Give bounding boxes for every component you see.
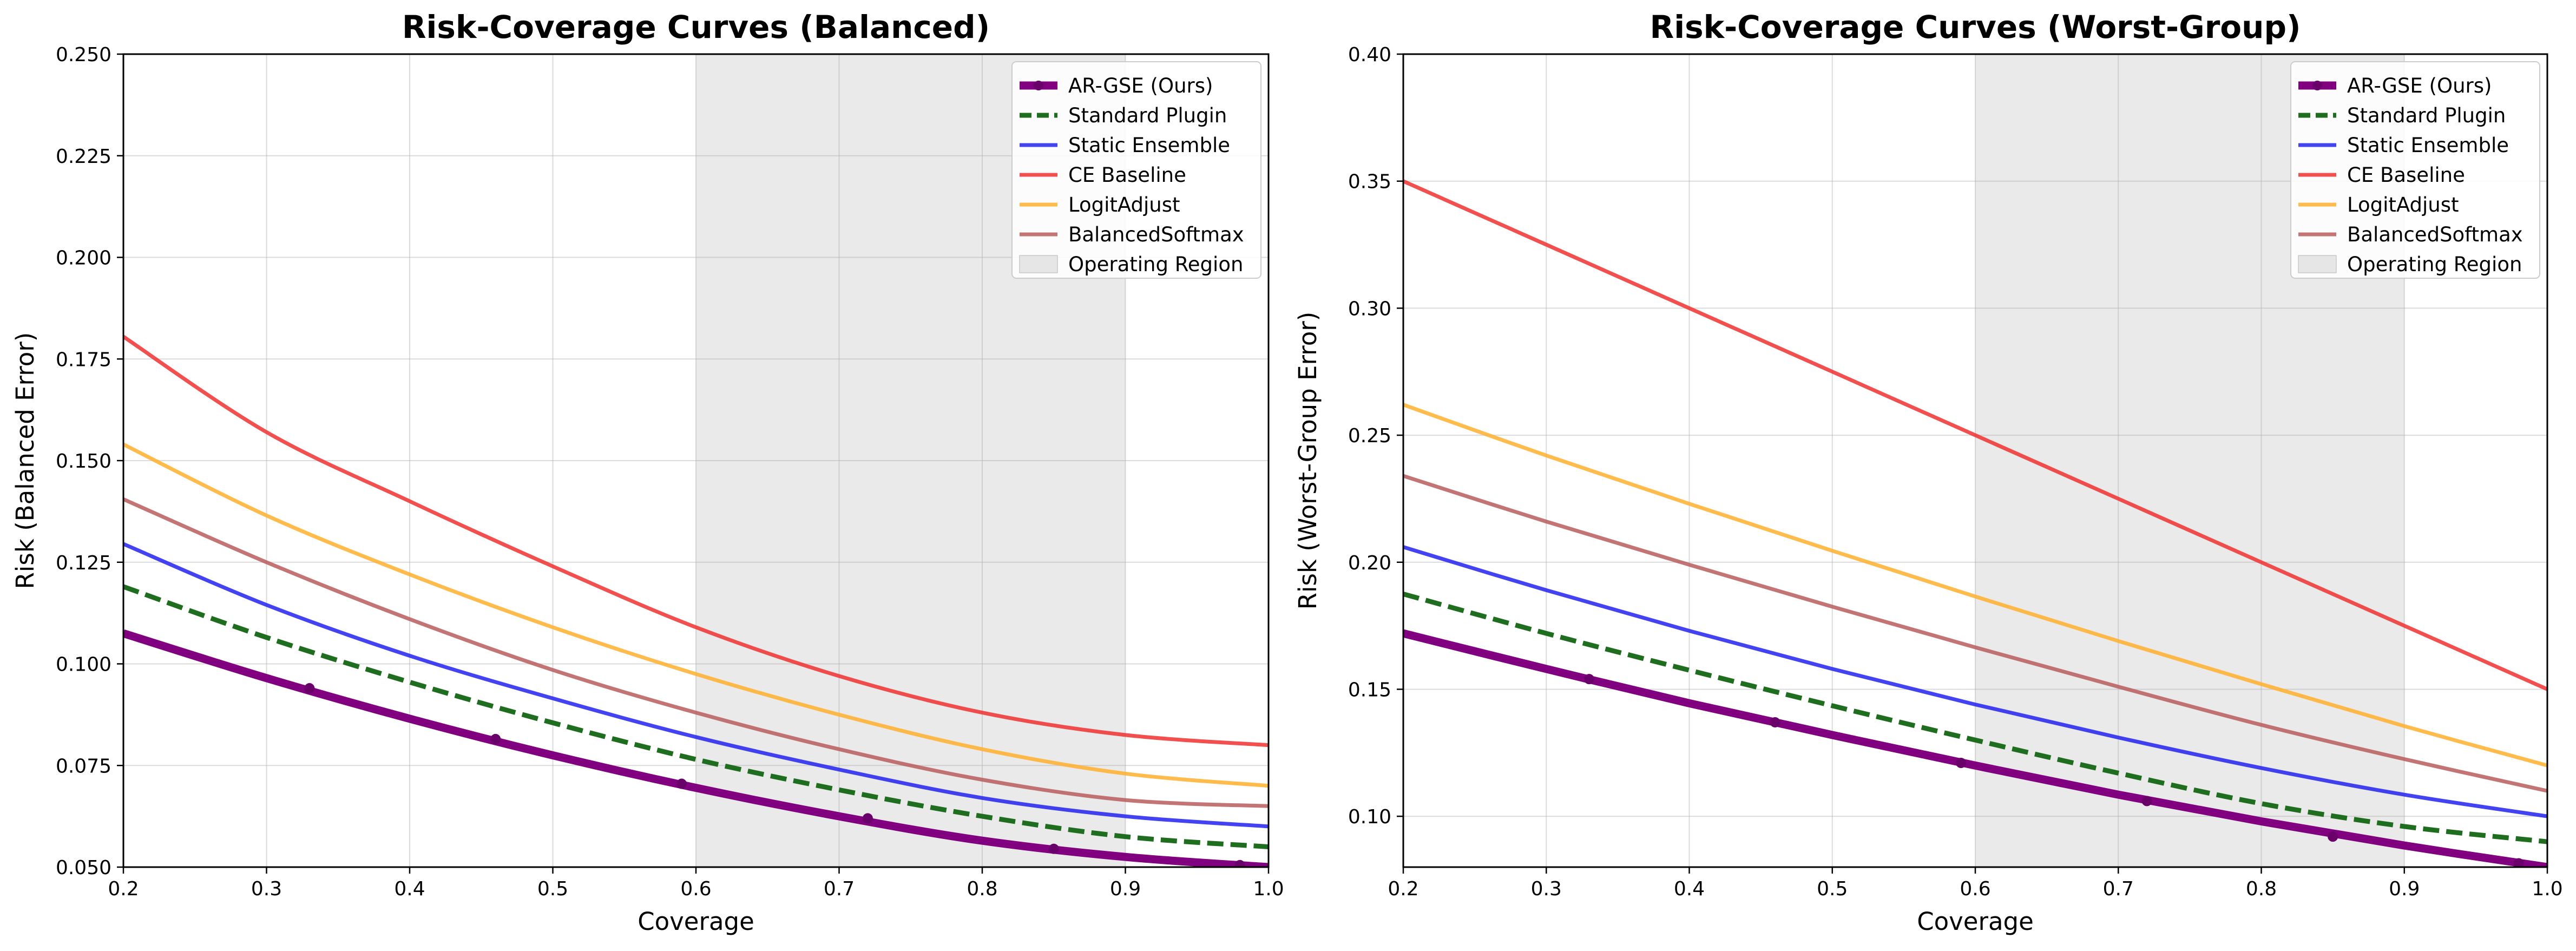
right-marker-ar-gse-ours — [1584, 674, 1595, 685]
right-x-tick-label: 0.9 — [2389, 878, 2420, 900]
right-x-tick-label: 0.8 — [2246, 878, 2277, 900]
right-y-tick-label: 0.25 — [1348, 425, 1391, 447]
right-legend-box — [2290, 61, 2540, 279]
right-chart-panel: Risk-Coverage Curves (Worst-Group) Cover… — [1293, 9, 2563, 936]
left-y-axis-label: Risk (Balanced Error) — [11, 332, 40, 589]
left-x-tick-label: 0.4 — [394, 878, 425, 900]
right-axes-frame — [1402, 53, 2548, 868]
left-x-tick-label: 0.7 — [824, 878, 855, 900]
right-legend-label-balancedsoftmax: BalancedSoftmax — [2347, 223, 2523, 246]
right-legend-label-ce-baseline: CE Baseline — [2347, 163, 2465, 187]
right-series-lines — [1403, 179, 2547, 867]
left-series-standard-plugin — [123, 584, 1269, 849]
left-x-tick-label: 0.8 — [967, 878, 997, 900]
left-chart-title: Risk-Coverage Curves (Balanced) — [402, 9, 990, 45]
right-x-tick-label: 0.7 — [2103, 878, 2134, 900]
right-series-static-ensemble — [1403, 545, 2547, 818]
left-legend-label-operating-region: Operating Region — [1068, 253, 1243, 276]
right-x-tick-label: 0.2 — [1388, 878, 1418, 900]
left-marker-ar-gse-ours — [1048, 843, 1059, 854]
left-legend-label-balancedsoftmax: BalancedSoftmax — [1068, 223, 1244, 246]
right-legend-label-ar-gse-ours: AR-GSE (Ours) — [2347, 74, 2492, 97]
left-y-tick-label: 0.225 — [56, 146, 111, 168]
left-legend-label-standard-plugin: Standard Plugin — [1068, 104, 1227, 127]
left-series-static-ensemble — [123, 542, 1269, 829]
right-marker-ar-gse-ours — [2328, 831, 2338, 842]
right-x-tick-label: 1.0 — [2532, 878, 2562, 900]
right-y-tick-label: 0.15 — [1348, 679, 1391, 701]
left-marker-ar-gse-ours — [490, 733, 501, 744]
right-x-tick-label: 0.6 — [1960, 878, 1990, 900]
left-marker-ar-gse-ours — [862, 813, 873, 824]
left-y-tick-label: 0.250 — [56, 44, 111, 66]
left-legend-label-static-ensemble: Static Ensemble — [1068, 134, 1230, 157]
right-x-tick-label: 0.5 — [1817, 878, 1848, 900]
right-series-logitadjust — [1403, 403, 2547, 768]
right-legend-marker — [2312, 81, 2322, 90]
right-marker-ar-gse-ours — [2513, 858, 2524, 867]
left-y-tick-label: 0.075 — [56, 755, 111, 777]
left-y-tick-label: 0.200 — [56, 247, 111, 270]
left-x-tick-label: 0.3 — [251, 878, 282, 900]
left-marker-ar-gse-ours — [304, 683, 315, 694]
right-y-tick-label: 0.10 — [1348, 806, 1391, 828]
left-x-tick-label: 0.6 — [680, 878, 711, 900]
left-series-ce-baseline — [123, 335, 1269, 747]
right-legend-label-static-ensemble: Static Ensemble — [2347, 134, 2509, 157]
right-y-axis-label: Risk (Worst-Group Error) — [1293, 312, 1322, 610]
left-x-axis-label: Coverage — [638, 907, 754, 936]
left-axes-frame — [122, 53, 1270, 868]
right-x-tick-label: 0.3 — [1531, 878, 1562, 900]
left-series-lines — [123, 335, 1269, 867]
left-legend-label-logitadjust: LogitAdjust — [1068, 193, 1180, 217]
left-marker-ar-gse-ours — [1234, 860, 1245, 867]
left-y-tick-label: 0.100 — [56, 654, 111, 676]
left-legend-marker — [1034, 81, 1043, 90]
right-marker-ar-gse-ours — [2141, 796, 2152, 806]
right-legend-label-logitadjust: LogitAdjust — [2347, 193, 2459, 217]
left-x-tick-label: 1.0 — [1253, 878, 1284, 900]
left-legend-box — [1011, 61, 1261, 279]
right-marker-ar-gse-ours — [1770, 717, 1780, 727]
left-x-tick-label: 0.2 — [108, 878, 139, 900]
right-legend-swatch-operating-region — [2298, 255, 2337, 273]
left-marker-ar-gse-ours — [676, 778, 687, 789]
left-legend-label-ce-baseline: CE Baseline — [1068, 163, 1186, 187]
right-legend-label-operating-region: Operating Region — [2347, 253, 2522, 276]
left-x-tick-label: 0.5 — [537, 878, 568, 900]
right-series-balancedsoftmax — [1403, 474, 2547, 793]
right-chart-title: Risk-Coverage Curves (Worst-Group) — [1650, 9, 2301, 45]
left-legend: AR-GSE (Ours) Standard Plugin Static Ensem… — [1011, 61, 1261, 279]
left-series-logitadjust — [123, 442, 1269, 788]
right-y-tick-label: 0.30 — [1348, 298, 1391, 320]
left-y-tick-label: 0.150 — [56, 450, 111, 473]
right-x-axis-label: Coverage — [1917, 907, 2034, 936]
right-y-tick-label: 0.35 — [1348, 171, 1391, 193]
left-legend-label-ar-gse-ours: AR-GSE (Ours) — [1068, 74, 1213, 97]
right-y-tick-label: 0.40 — [1348, 44, 1391, 66]
right-legend: AR-GSE (Ours) Standard Plugin Static Ensem… — [2290, 61, 2540, 279]
right-y-tick-label: 0.20 — [1348, 552, 1391, 574]
left-chart-panel: Risk-Coverage Curves (Balanced) Coverage… — [11, 9, 1284, 936]
right-series-ce-baseline — [1403, 179, 2547, 691]
left-x-tick-label: 0.9 — [1110, 878, 1141, 900]
left-legend-swatch-operating-region — [1019, 255, 1058, 273]
right-marker-ar-gse-ours — [1956, 758, 1967, 769]
left-series-balancedsoftmax — [123, 497, 1269, 808]
right-legend-label-standard-plugin: Standard Plugin — [2347, 104, 2506, 127]
right-series-standard-plugin — [1403, 592, 2547, 844]
left-y-tick-label: 0.050 — [56, 857, 111, 879]
right-x-tick-label: 0.4 — [1674, 878, 1705, 900]
left-y-tick-label: 0.175 — [56, 349, 111, 371]
left-y-tick-label: 0.125 — [56, 552, 111, 574]
